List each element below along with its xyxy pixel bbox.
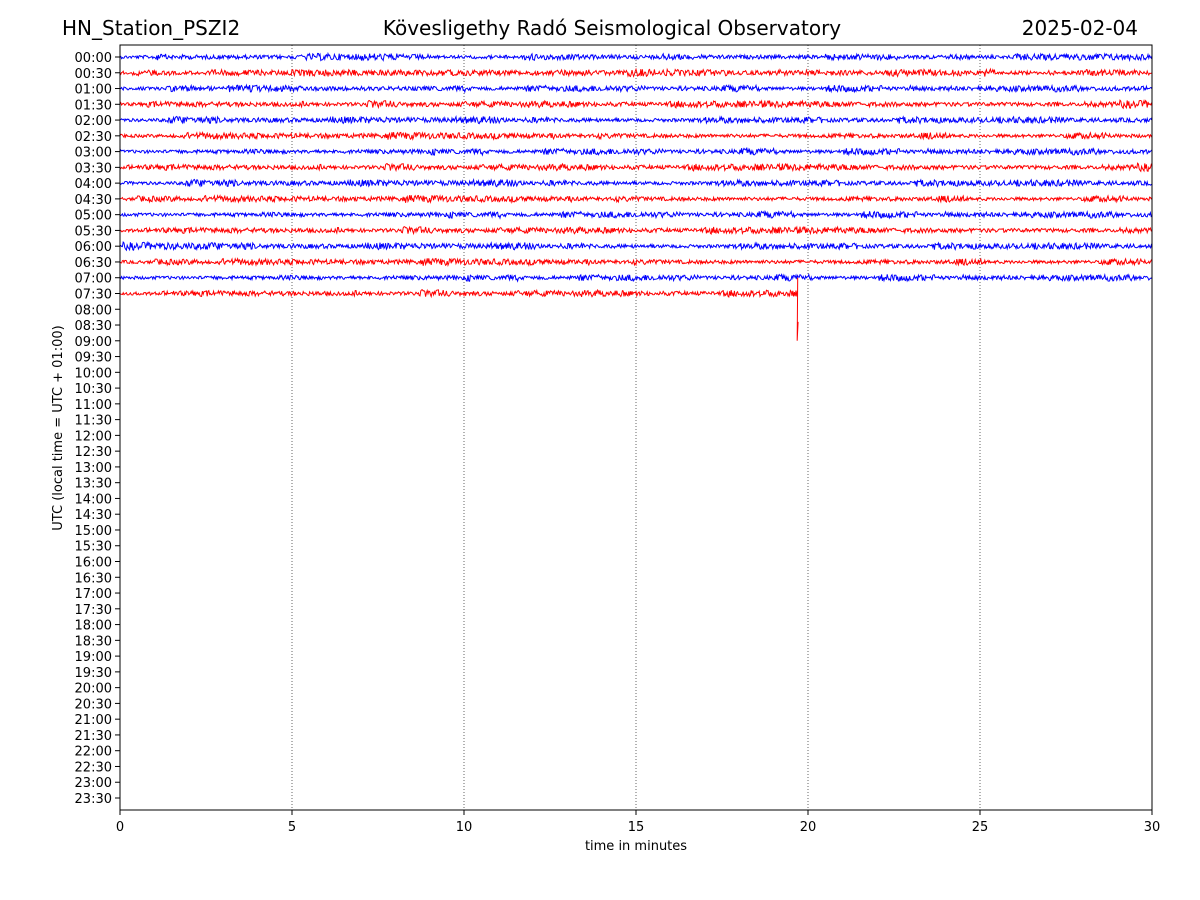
- x-axis-label: time in minutes: [585, 839, 687, 854]
- y-tick-label: 16:30: [75, 571, 112, 586]
- y-tick-label: 22:30: [75, 760, 112, 775]
- trace-0200: [119, 114, 1153, 125]
- trace-0730: [119, 277, 799, 341]
- y-tick-label: 05:30: [75, 224, 112, 239]
- y-tick-label: 06:30: [75, 256, 112, 271]
- y-tick-label: 10:00: [75, 366, 112, 381]
- y-tick-label: 23:00: [75, 776, 112, 791]
- y-axis: 00:0000:3001:0001:3002:0002:3003:0003:30…: [75, 51, 120, 807]
- y-tick-label: 18:30: [75, 634, 112, 649]
- y-tick-label: 12:00: [75, 429, 112, 444]
- y-tick-label: 16:00: [75, 556, 112, 571]
- trace-0130: [119, 98, 1153, 110]
- y-tick-label: 15:00: [75, 524, 112, 539]
- traces: [119, 51, 1153, 341]
- y-tick-label: 02:30: [75, 130, 112, 145]
- trace-0300: [119, 146, 1153, 157]
- x-tick-label: 0: [116, 820, 124, 835]
- x-tick-label: 15: [628, 820, 645, 835]
- chart-title: Kövesligethy Radó Seismological Observat…: [383, 16, 841, 40]
- trace-0430: [119, 194, 1153, 205]
- trace-0330: [119, 162, 1153, 173]
- y-tick-label: 19:30: [75, 666, 112, 681]
- y-tick-label: 08:00: [75, 303, 112, 318]
- y-tick-label: 14:30: [75, 508, 112, 523]
- y-tick-label: 04:00: [75, 177, 112, 192]
- y-tick-label: 13:00: [75, 461, 112, 476]
- y-tick-label: 02:00: [75, 114, 112, 129]
- y-tick-label: 22:00: [75, 745, 112, 760]
- trace-0000: [119, 51, 1153, 63]
- x-axis: 0 5 10 15 20 25 30: [116, 810, 1160, 835]
- y-tick-label: 01:30: [75, 98, 112, 113]
- trace-0400: [119, 178, 1153, 188]
- y-tick-label: 00:30: [75, 67, 112, 82]
- y-tick-label: 04:30: [75, 193, 112, 208]
- y-tick-label: 12:30: [75, 445, 112, 460]
- x-tick-label: 5: [288, 820, 296, 835]
- trace-0230: [119, 131, 1153, 141]
- y-tick-label: 13:30: [75, 477, 112, 492]
- date-title: 2025-02-04: [1022, 16, 1138, 40]
- trace-0700: [119, 272, 1153, 283]
- y-tick-label: 11:00: [75, 398, 112, 413]
- y-tick-label: 09:00: [75, 335, 112, 350]
- y-tick-label: 08:30: [75, 319, 112, 334]
- y-tick-label: 10:30: [75, 382, 112, 397]
- y-tick-label: 17:00: [75, 587, 112, 602]
- y-tick-label: 07:00: [75, 272, 112, 287]
- y-tick-label: 01:00: [75, 83, 112, 98]
- y-tick-label: 21:30: [75, 729, 112, 744]
- y-tick-label: 05:00: [75, 209, 112, 224]
- y-tick-label: 21:00: [75, 713, 112, 728]
- y-tick-label: 20:00: [75, 682, 112, 697]
- trace-0530: [119, 225, 1153, 236]
- y-tick-label: 15:30: [75, 540, 112, 555]
- y-tick-label: 23:30: [75, 792, 112, 807]
- y-tick-label: 07:30: [75, 287, 112, 302]
- y-tick-label: 14:00: [75, 492, 112, 507]
- y-axis-label: UTC (local time = UTC + 01:00): [51, 325, 66, 530]
- y-tick-label: 17:30: [75, 603, 112, 618]
- y-tick-label: 19:00: [75, 650, 112, 665]
- y-tick-label: 03:30: [75, 161, 112, 176]
- trace-0030: [119, 67, 1153, 78]
- trace-0100: [119, 83, 1153, 94]
- trace-0600: [119, 240, 1153, 252]
- x-tick-label: 30: [1144, 820, 1161, 835]
- y-tick-label: 03:00: [75, 146, 112, 161]
- station-title: HN_Station_PSZI2: [62, 16, 240, 40]
- grid-lines: [291, 45, 981, 810]
- x-tick-label: 25: [972, 820, 989, 835]
- y-tick-label: 11:30: [75, 414, 112, 429]
- y-tick-label: 18:00: [75, 619, 112, 634]
- y-tick-label: 06:00: [75, 240, 112, 255]
- trace-0630: [119, 257, 1153, 268]
- x-tick-label: 20: [800, 820, 817, 835]
- x-tick-label: 10: [456, 820, 473, 835]
- y-tick-label: 09:30: [75, 351, 112, 366]
- trace-0500: [119, 209, 1153, 220]
- y-tick-label: 00:00: [75, 51, 112, 66]
- y-tick-label: 20:30: [75, 697, 112, 712]
